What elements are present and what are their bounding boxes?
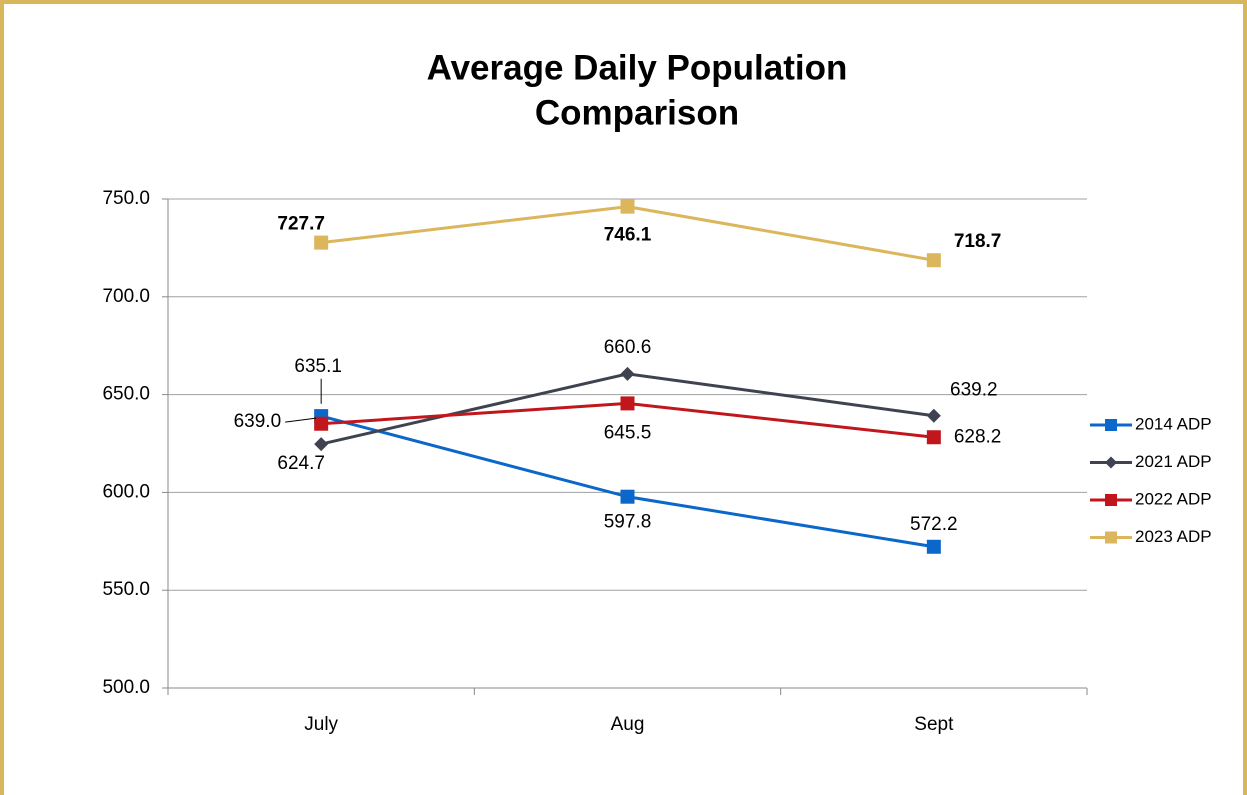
legend-marker: [1105, 531, 1117, 544]
x-tick-label: Aug: [611, 714, 645, 735]
legend-label: 2021 ADP: [1135, 452, 1212, 471]
marker: [620, 396, 635, 411]
chart-title: Average Daily Population: [427, 48, 848, 87]
data-label: 660.6: [604, 337, 652, 358]
y-tick-label: 650.0: [102, 384, 150, 405]
data-label: 624.7: [277, 453, 325, 474]
y-tick-label: 550.0: [102, 579, 150, 600]
legend-marker: [1105, 494, 1117, 506]
marker: [926, 253, 941, 268]
y-tick-label: 750.0: [102, 188, 150, 209]
data-label: 727.7: [277, 214, 325, 235]
marker: [620, 489, 635, 504]
legend-marker: [1105, 419, 1117, 431]
marker: [926, 539, 941, 554]
legend-label: 2014 ADP: [1135, 414, 1212, 433]
leader-line: [285, 417, 317, 423]
data-label: 639.2: [950, 380, 998, 401]
chart-title: Comparison: [535, 93, 739, 132]
legend-label: 2023 ADP: [1135, 527, 1212, 546]
data-label: 635.1: [294, 356, 342, 377]
data-label: 639.0: [234, 411, 282, 432]
data-label: 718.7: [954, 231, 1002, 252]
data-label: 628.2: [954, 426, 1002, 447]
marker: [926, 408, 941, 423]
x-tick-label: July: [304, 714, 338, 735]
data-label: 597.8: [604, 512, 652, 533]
marker: [926, 430, 941, 445]
legend-marker: [1105, 456, 1117, 469]
data-label: 645.5: [604, 422, 652, 443]
y-tick-label: 700.0: [102, 286, 150, 307]
legend-label: 2022 ADP: [1135, 489, 1212, 508]
y-tick-label: 500.0: [102, 677, 150, 698]
data-label: 572.2: [910, 514, 958, 535]
data-label: 746.1: [604, 225, 652, 246]
marker: [314, 437, 329, 452]
marker: [620, 199, 635, 214]
marker: [620, 366, 635, 381]
y-tick-label: 600.0: [102, 481, 150, 502]
marker: [314, 416, 329, 431]
x-tick-label: Sept: [914, 714, 954, 735]
marker: [314, 235, 329, 250]
